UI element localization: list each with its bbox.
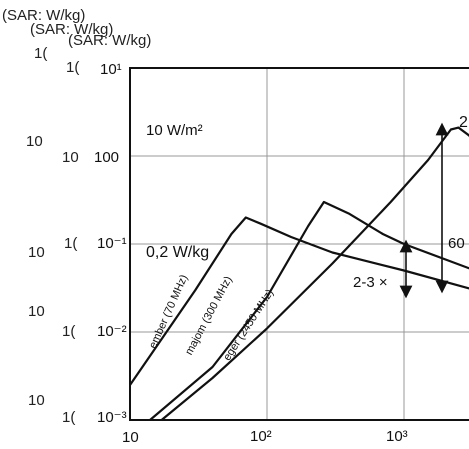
series-line-1	[149, 200, 469, 421]
y-tick-label: 10⁻²	[97, 323, 127, 340]
ghost-tick-label: 1(	[64, 235, 78, 252]
ghost-unit-label: (SAR: W/kg)	[30, 21, 114, 38]
series-line-2	[160, 126, 469, 421]
sar-level-annotation: 0,2 W/kg	[146, 244, 210, 261]
y-tick-label: 10¹	[100, 61, 122, 78]
x-tick-label: 10³	[386, 428, 408, 445]
y-tick-label: 10⁻¹	[97, 235, 127, 252]
series-line-0	[129, 216, 469, 386]
ghost-tick-label: 1(	[66, 59, 80, 76]
ghost-tick-label: 10	[28, 392, 45, 409]
ratio-large-annotation: 60	[448, 235, 465, 252]
y-tick-label: 100	[94, 149, 120, 166]
x-tick-label: 10	[122, 429, 139, 446]
ghost-unit-label: (SAR: W/kg)	[2, 7, 86, 24]
ratio-arrows	[399, 122, 449, 299]
ghost-tick-label: 10	[28, 303, 45, 320]
ghost-tick-label: 1(	[62, 409, 76, 426]
ratio-small-annotation: 2-3 ×	[352, 274, 389, 291]
y-tick-label: 10⁻³	[97, 409, 127, 426]
power-density-annotation: 10 W/m²	[146, 122, 203, 139]
peak-label-annotation: 2	[459, 114, 468, 131]
ghost-tick-label: 10	[62, 149, 79, 166]
x-tick-label: 10²	[250, 428, 272, 445]
plot-frame	[129, 67, 469, 421]
y-axis-unit-label: (SAR: W/kg)	[68, 32, 152, 49]
ghost-tick-label: 10	[28, 244, 45, 261]
ghost-tick-label: 1(	[62, 323, 76, 340]
series-curves	[129, 126, 469, 421]
ghost-tick-label: 10	[26, 133, 43, 150]
ghost-tick-label: 1(	[34, 45, 48, 62]
grid-lines	[130, 68, 469, 420]
